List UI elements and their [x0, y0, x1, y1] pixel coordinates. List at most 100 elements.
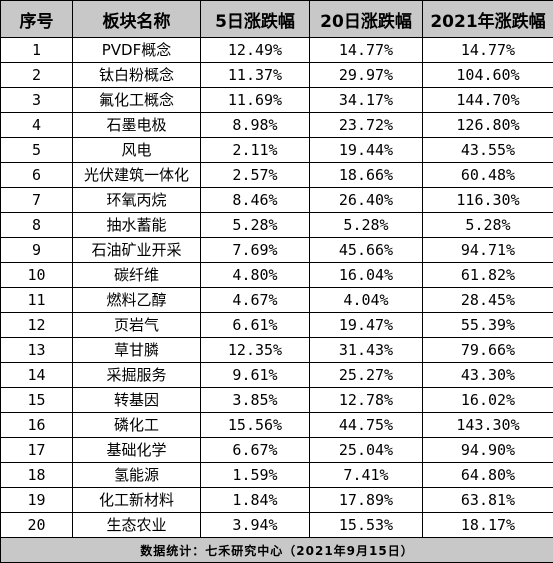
row-2021-change: 16.02%: [422, 387, 553, 413]
row-20day-change: 7.41%: [309, 462, 423, 488]
row-index: 16: [0, 412, 73, 438]
row-20day-change: 25.27%: [309, 362, 423, 388]
row-index: 15: [0, 387, 73, 413]
row-2021-change: 18.17%: [422, 512, 553, 538]
row-2021-change: 61.82%: [422, 262, 553, 288]
row-index: 7: [0, 187, 73, 213]
table-row: 12 页岩气 6.61% 19.47% 55.39%: [0, 312, 553, 338]
row-5day-change: 3.85%: [200, 387, 310, 413]
row-index: 9: [0, 237, 73, 263]
row-sector-name: 风电: [72, 137, 201, 163]
row-index: 20: [0, 512, 73, 538]
row-index: 3: [0, 87, 73, 113]
row-2021-change: 43.55%: [422, 137, 553, 163]
row-index: 18: [0, 462, 73, 488]
row-sector-name: 抽水蓄能: [72, 212, 201, 238]
row-5day-change: 6.67%: [200, 437, 310, 463]
row-sector-name: 采掘服务: [72, 362, 201, 388]
row-2021-change: 55.39%: [422, 312, 553, 338]
row-sector-name: PVDF概念: [72, 37, 201, 63]
row-20day-change: 18.66%: [309, 162, 423, 188]
row-20day-change: 25.04%: [309, 437, 423, 463]
row-2021-change: 14.77%: [422, 37, 553, 63]
row-20day-change: 31.43%: [309, 337, 423, 363]
row-5day-change: 5.28%: [200, 212, 310, 238]
row-sector-name: 磷化工: [72, 412, 201, 438]
table-row: 3 氟化工概念 11.69% 34.17% 144.70%: [0, 87, 553, 113]
header-row: 序号 板块名称 5日涨跌幅 20日涨跌幅 2021年涨跌幅: [0, 0, 553, 38]
row-index: 2: [0, 62, 73, 88]
row-2021-change: 94.90%: [422, 437, 553, 463]
row-20day-change: 19.44%: [309, 137, 423, 163]
row-sector-name: 燃料乙醇: [72, 287, 201, 313]
row-2021-change: 126.80%: [422, 112, 553, 138]
row-5day-change: 1.84%: [200, 487, 310, 513]
row-index: 8: [0, 212, 73, 238]
row-2021-change: 104.60%: [422, 62, 553, 88]
row-20day-change: 15.53%: [309, 512, 423, 538]
row-index: 17: [0, 437, 73, 463]
row-index: 6: [0, 162, 73, 188]
row-sector-name: 化工新材料: [72, 487, 201, 513]
row-sector-name: 基础化学: [72, 437, 201, 463]
table-row: 17 基础化学 6.67% 25.04% 94.90%: [0, 437, 553, 463]
row-5day-change: 2.11%: [200, 137, 310, 163]
row-20day-change: 19.47%: [309, 312, 423, 338]
row-index: 11: [0, 287, 73, 313]
row-2021-change: 94.71%: [422, 237, 553, 263]
row-index: 14: [0, 362, 73, 388]
row-index: 12: [0, 312, 73, 338]
table-row: 19 化工新材料 1.84% 17.89% 63.81%: [0, 487, 553, 513]
footer-row: 数据统计：七禾研究中心（2021年9月15日）: [0, 537, 553, 563]
row-20day-change: 34.17%: [309, 87, 423, 113]
table-row: 4 石墨电极 8.98% 23.72% 126.80%: [0, 112, 553, 138]
row-20day-change: 23.72%: [309, 112, 423, 138]
row-sector-name: 碳纤维: [72, 262, 201, 288]
row-20day-change: 16.04%: [309, 262, 423, 288]
row-5day-change: 7.69%: [200, 237, 310, 263]
table-row: 13 草甘膦 12.35% 31.43% 79.66%: [0, 337, 553, 363]
table-row: 1 PVDF概念 12.49% 14.77% 14.77%: [0, 37, 553, 63]
row-5day-change: 8.98%: [200, 112, 310, 138]
table-row: 16 磷化工 15.56% 44.75% 143.30%: [0, 412, 553, 438]
row-5day-change: 11.69%: [200, 87, 310, 113]
row-5day-change: 8.46%: [200, 187, 310, 213]
row-index: 13: [0, 337, 73, 363]
table-row: 6 光伏建筑一体化 2.57% 18.66% 60.48%: [0, 162, 553, 188]
table-row: 14 采掘服务 9.61% 25.27% 43.30%: [0, 362, 553, 388]
row-20day-change: 26.40%: [309, 187, 423, 213]
row-sector-name: 草甘膦: [72, 337, 201, 363]
header-2021-change: 2021年涨跌幅: [422, 0, 553, 38]
header-sector-name: 板块名称: [72, 0, 201, 38]
header-20day-change: 20日涨跌幅: [309, 0, 423, 38]
row-5day-change: 2.57%: [200, 162, 310, 188]
header-5day-change: 5日涨跌幅: [200, 0, 310, 38]
row-5day-change: 6.61%: [200, 312, 310, 338]
table-row: 20 生态农业 3.94% 15.53% 18.17%: [0, 512, 553, 538]
row-20day-change: 29.97%: [309, 62, 423, 88]
row-2021-change: 64.80%: [422, 462, 553, 488]
row-sector-name: 氢能源: [72, 462, 201, 488]
table-row: 8 抽水蓄能 5.28% 5.28% 5.28%: [0, 212, 553, 238]
row-sector-name: 生态农业: [72, 512, 201, 538]
row-sector-name: 石墨电极: [72, 112, 201, 138]
row-5day-change: 12.35%: [200, 337, 310, 363]
row-20day-change: 5.28%: [309, 212, 423, 238]
header-index: 序号: [0, 0, 73, 38]
row-20day-change: 44.75%: [309, 412, 423, 438]
row-2021-change: 143.30%: [422, 412, 553, 438]
row-index: 5: [0, 137, 73, 163]
row-sector-name: 钛白粉概念: [72, 62, 201, 88]
table-row: 9 石油矿业开采 7.69% 45.66% 94.71%: [0, 237, 553, 263]
row-2021-change: 43.30%: [422, 362, 553, 388]
row-5day-change: 12.49%: [200, 37, 310, 63]
row-5day-change: 3.94%: [200, 512, 310, 538]
row-2021-change: 79.66%: [422, 337, 553, 363]
row-20day-change: 12.78%: [309, 387, 423, 413]
row-5day-change: 15.56%: [200, 412, 310, 438]
row-20day-change: 17.89%: [309, 487, 423, 513]
row-sector-name: 环氧丙烷: [72, 187, 201, 213]
source-note: 数据统计：七禾研究中心（2021年9月15日）: [0, 537, 553, 563]
row-sector-name: 光伏建筑一体化: [72, 162, 201, 188]
row-2021-change: 5.28%: [422, 212, 553, 238]
